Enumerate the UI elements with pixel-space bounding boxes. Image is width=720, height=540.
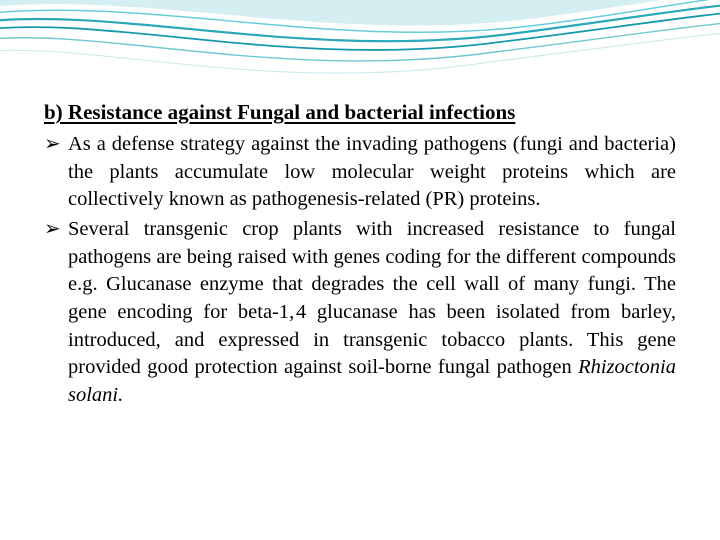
bullet-text: Several transgenic crop plants with incr…: [68, 218, 676, 378]
list-item: ➢ Several transgenic crop plants with in…: [44, 216, 676, 410]
slide-content: b) Resistance against Fungal and bacteri…: [44, 100, 676, 412]
bullet-list: ➢ As a defense strategy against the inva…: [44, 131, 676, 410]
section-heading: b) Resistance against Fungal and bacteri…: [44, 100, 676, 125]
header-wave-decoration: [0, 0, 720, 100]
bullet-text: As a defense strategy against the invadi…: [68, 133, 676, 210]
list-item: ➢ As a defense strategy against the inva…: [44, 131, 676, 214]
bullet-arrow-icon: ➢: [44, 216, 61, 243]
bullet-arrow-icon: ➢: [44, 131, 61, 158]
